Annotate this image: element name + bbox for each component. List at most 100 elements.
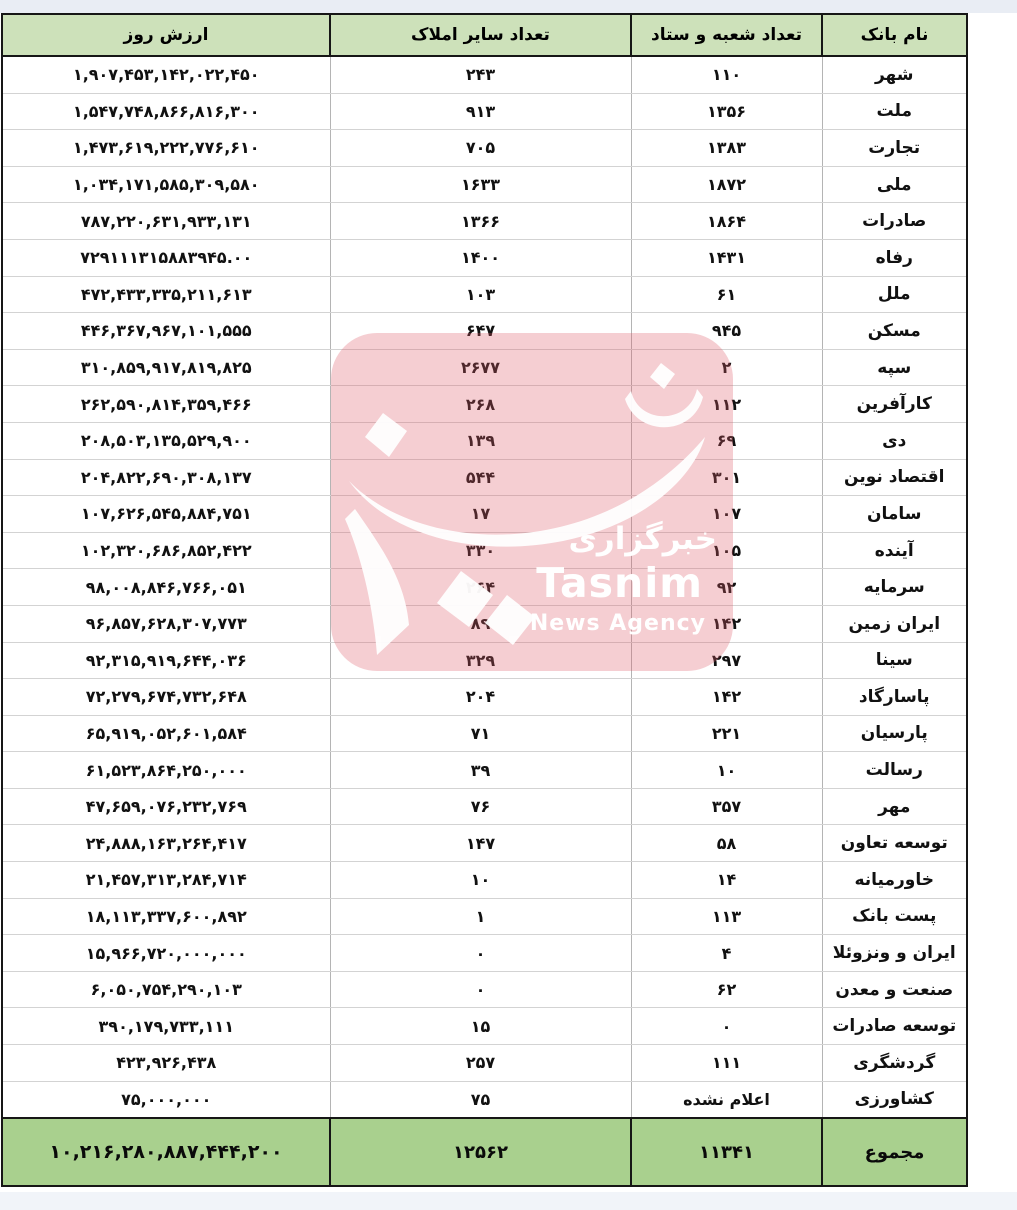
- cell-branches: ۱۸۷۲: [630, 166, 822, 204]
- cell-branches: ۱۰۷: [630, 495, 822, 533]
- cell-day-value: ۱۵,۹۶۶,۷۲۰,۰۰۰,۰۰۰: [1, 934, 330, 972]
- bank-table-body: شهر ۱۱۰ ۲۴۳ ۱,۹۰۷,۴۵۳,۱۴۲,۰۲۲,۴۵۰ ملت ۱۳۵۶ ۹۱۳…: [1, 56, 967, 1119]
- cell-name: ایران و ونزوئلا: [821, 934, 967, 972]
- cell-other-properties: ۱۷: [329, 495, 631, 533]
- cell-name: ملی: [821, 166, 967, 204]
- cell-other-properties: ۸۹: [329, 605, 631, 643]
- cell-other-properties: ۰: [329, 934, 631, 972]
- cell-day-value: ۴۷۲,۴۳۳,۳۳۵,۲۱۱,۶۱۳: [1, 276, 330, 314]
- column-header-branches: تعداد شعبه و ستاد: [630, 13, 823, 57]
- table-row: اقتصاد نوین ۳۰۱ ۵۴۴ ۲۰۴,۸۲۲,۶۹۰,۳۰۸,۱۳۷: [1, 459, 967, 497]
- cell-branches: ۱۴۲: [630, 605, 822, 643]
- table-row: کارآفرین ۱۱۲ ۲۶۸ ۲۶۲,۵۹۰,۸۱۴,۳۵۹,۴۶۶: [1, 385, 967, 423]
- cell-name: پاسارگاد: [821, 678, 967, 716]
- cell-branches: ۰: [630, 1007, 822, 1046]
- cell-day-value: ۱۸,۱۱۳,۳۳۷,۶۰۰,۸۹۲: [1, 898, 330, 936]
- cell-other-properties: ۱۴۷: [329, 824, 631, 863]
- cell-name: خاورمیانه: [821, 861, 967, 899]
- cell-other-properties: ۱: [329, 898, 631, 936]
- header-row: نام بانک تعداد شعبه و ستاد تعداد سایر ام…: [1, 13, 968, 57]
- cell-other-properties: ۷۰۵: [329, 129, 631, 167]
- cell-name: سینا: [821, 642, 967, 680]
- cell-name: ملت: [821, 93, 967, 131]
- table-row: پست بانک ۱۱۳ ۱ ۱۸,۱۱۳,۳۳۷,۶۰۰,۸۹۲: [1, 898, 967, 936]
- cell-day-value: ۷۵,۰۰۰,۰۰۰: [1, 1081, 330, 1119]
- cell-other-properties: ۱۳۹: [329, 422, 631, 460]
- cell-branches: ۹۴۵: [630, 312, 822, 350]
- cell-branches: ۴: [630, 934, 822, 972]
- cell-branches: ۱۴۳۱: [630, 239, 822, 277]
- cell-name: تجارت: [821, 129, 967, 167]
- cell-name: اقتصاد نوین: [821, 459, 967, 497]
- column-header-other-properties: تعداد سایر املاک: [329, 13, 632, 57]
- table-row: مهر ۳۵۷ ۷۶ ۴۷,۶۵۹,۰۷۶,۲۳۲,۷۶۹: [1, 788, 967, 826]
- cell-name: سپه: [821, 349, 967, 387]
- cell-day-value: ۶۱,۵۲۳,۸۶۴,۲۵۰,۰۰۰: [1, 751, 330, 789]
- table-row: صادرات ۱۸۶۴ ۱۳۶۶ ۷۸۷,۲۲۰,۶۳۱,۹۳۳,۱۳۱: [1, 202, 967, 240]
- table-row: ایران زمین ۱۴۲ ۸۹ ۹۶,۸۵۷,۶۲۸,۳۰۷,۷۷۳: [1, 605, 967, 643]
- cell-day-value: ۲۶۲,۵۹۰,۸۱۴,۳۵۹,۴۶۶: [1, 385, 330, 423]
- cell-day-value: ۷۸۷,۲۲۰,۶۳۱,۹۳۳,۱۳۱: [1, 202, 330, 240]
- cell-day-value: ۱,۵۴۷,۷۴۸,۸۶۶,۸۱۶,۳۰۰: [1, 93, 330, 131]
- table-row: رسالت ۱۰ ۳۹ ۶۱,۵۲۳,۸۶۴,۲۵۰,۰۰۰: [1, 751, 967, 789]
- cell-branches: ۱۸۶۴: [630, 202, 822, 240]
- cell-name: پست بانک: [821, 898, 967, 936]
- cell-branches: ۳۰۱: [630, 459, 822, 497]
- cell-branches: ۱۱۲: [630, 385, 822, 423]
- cell-branches: ۱۱۰: [630, 56, 822, 94]
- cell-other-properties: ۲۰۴: [329, 678, 631, 716]
- cell-other-properties: ۲۵۷: [329, 1044, 631, 1082]
- bank-table-container: نام بانک تعداد شعبه و ستاد تعداد سایر ام…: [1, 13, 968, 1188]
- cell-day-value: ۹۲,۳۱۵,۹۱۹,۶۴۴,۰۳۶: [1, 642, 330, 680]
- cell-day-value: ۹۶,۸۵۷,۶۲۸,۳۰۷,۷۷۳: [1, 605, 330, 643]
- cell-day-value: ۷۲۹۱۱۱۳۱۵۸۸۳۹۴۵.۰۰: [1, 239, 330, 277]
- cell-branches: ۱۳۵۶: [630, 93, 822, 131]
- table-row: پاسارگاد ۱۴۲ ۲۰۴ ۷۲,۲۷۹,۶۷۴,۷۳۲,۶۴۸: [1, 678, 967, 716]
- cell-name: رفاه: [821, 239, 967, 277]
- cell-branches: ۶۲: [630, 971, 822, 1009]
- cell-day-value: ۲۰۴,۸۲۲,۶۹۰,۳۰۸,۱۳۷: [1, 459, 330, 497]
- cell-day-value: ۷۲,۲۷۹,۶۷۴,۷۳۲,۶۴۸: [1, 678, 330, 716]
- cell-other-properties: ۶۴۷: [329, 312, 631, 350]
- cell-name: دی: [821, 422, 967, 460]
- cell-other-properties: ۱۳۶۶: [329, 202, 631, 240]
- table-row: ملت ۱۳۵۶ ۹۱۳ ۱,۵۴۷,۷۴۸,۸۶۶,۸۱۶,۳۰۰: [1, 93, 967, 131]
- cell-name: شهر: [821, 56, 967, 94]
- cell-day-value: ۴۲۳,۹۲۶,۴۳۸: [1, 1044, 330, 1082]
- cell-name: کشاورزی: [821, 1081, 967, 1119]
- total-other-properties: ۱۲۵۶۲: [329, 1117, 632, 1188]
- cell-day-value: ۱۰۷,۶۲۶,۵۴۵,۸۸۴,۷۵۱: [1, 495, 330, 533]
- cell-other-properties: ۱۵: [329, 1007, 631, 1046]
- cell-other-properties: ۰: [329, 971, 631, 1009]
- cell-branches: ۱۱۳: [630, 898, 822, 936]
- cell-branches: ۶۹: [630, 422, 822, 460]
- cell-day-value: ۲۱,۴۵۷,۳۱۳,۲۸۴,۷۱۴: [1, 861, 330, 899]
- cell-name: رسالت: [821, 751, 967, 789]
- bottom-margin-strip: [0, 1192, 1017, 1210]
- table-row: شهر ۱۱۰ ۲۴۳ ۱,۹۰۷,۴۵۳,۱۴۲,۰۲۲,۴۵۰: [1, 56, 967, 94]
- cell-branches: ۱۱۱: [630, 1044, 822, 1082]
- table-row: تجارت ۱۳۸۳ ۷۰۵ ۱,۴۷۳,۶۱۹,۲۲۲,۷۷۶,۶۱۰: [1, 129, 967, 167]
- cell-other-properties: ۷۱: [329, 715, 631, 753]
- cell-day-value: ۱۰۲,۳۲۰,۶۸۶,۸۵۲,۴۲۲: [1, 532, 330, 570]
- cell-branches: اعلام نشده: [630, 1081, 822, 1119]
- total-day-value: ۱۰,۲۱۶,۲۸۰,۸۸۷,۴۴۴,۲۰۰: [1, 1117, 331, 1188]
- total-branches: ۱۱۳۴۱: [630, 1117, 823, 1188]
- cell-name: ایران زمین: [821, 605, 967, 643]
- table-row: پارسیان ۲۲۱ ۷۱ ۶۵,۹۱۹,۰۵۲,۶۰۱,۵۸۴: [1, 715, 967, 753]
- cell-day-value: ۶۵,۹۱۹,۰۵۲,۶۰۱,۵۸۴: [1, 715, 330, 753]
- cell-day-value: ۴۷,۶۵۹,۰۷۶,۲۳۲,۷۶۹: [1, 788, 330, 826]
- cell-day-value: ۱,۴۷۳,۶۱۹,۲۲۲,۷۷۶,۶۱۰: [1, 129, 330, 167]
- cell-other-properties: ۲۴۳: [329, 56, 631, 94]
- cell-name: صنعت و معدن: [821, 971, 967, 1009]
- table-row: صنعت و معدن ۶۲ ۰ ۶,۰۵۰,۷۵۴,۲۹۰,۱۰۳: [1, 971, 967, 1009]
- table-row: ملی ۱۸۷۲ ۱۶۳۳ ۱,۰۳۴,۱۷۱,۵۸۵,۳۰۹,۵۸۰: [1, 166, 967, 204]
- table-row: دی ۶۹ ۱۳۹ ۲۰۸,۵۰۳,۱۳۵,۵۲۹,۹۰۰: [1, 422, 967, 460]
- cell-name: سامان: [821, 495, 967, 533]
- cell-name: گردشگری: [821, 1044, 967, 1082]
- cell-name: ملل: [821, 276, 967, 314]
- cell-name: مهر: [821, 788, 967, 826]
- cell-other-properties: ۱۰: [329, 861, 631, 899]
- cell-day-value: ۲۴,۸۸۸,۱۶۳,۲۶۴,۴۱۷: [1, 824, 330, 863]
- table-row: سرمایه ۹۲ ۲۶۴ ۹۸,۰۰۸,۸۴۶,۷۶۶,۰۵۱: [1, 568, 967, 606]
